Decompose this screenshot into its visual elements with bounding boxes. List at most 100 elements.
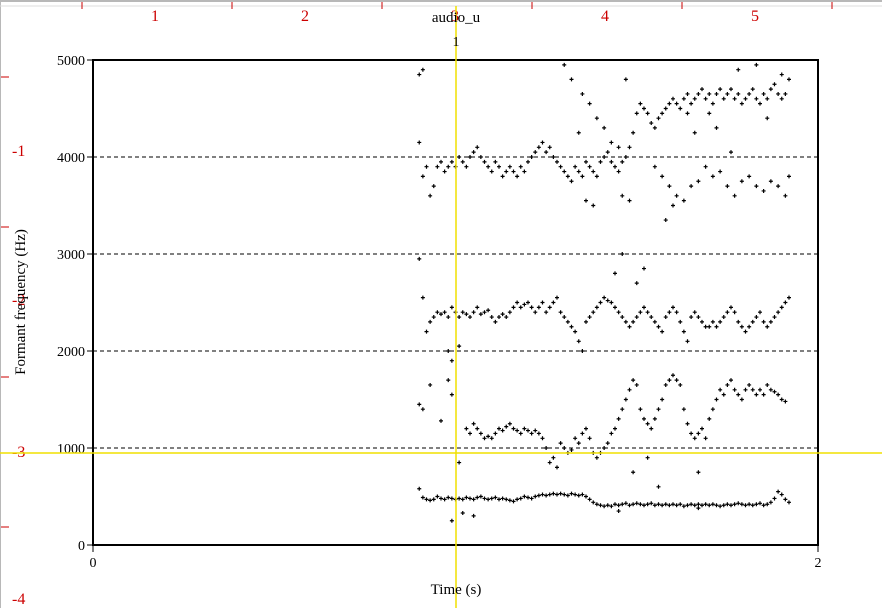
data-point — [696, 315, 701, 320]
data-point — [594, 502, 599, 507]
data-point — [529, 155, 534, 159]
data-point — [761, 319, 766, 324]
data-point — [562, 169, 567, 174]
data-point — [642, 266, 646, 271]
data-point — [555, 492, 559, 497]
data-point — [591, 203, 596, 208]
data-point — [555, 295, 559, 300]
data-point — [569, 491, 574, 496]
data-point — [729, 150, 733, 155]
data-point — [565, 493, 570, 498]
data-point — [504, 169, 509, 174]
data-point — [776, 91, 781, 96]
data-point — [518, 164, 523, 169]
top-ruler-label-5: 5 — [751, 8, 759, 25]
data-point — [623, 501, 628, 506]
data-point — [576, 169, 581, 174]
data-point — [540, 300, 545, 305]
data-point — [689, 101, 694, 106]
data-point — [729, 87, 733, 92]
data-point — [660, 397, 665, 402]
data-point — [768, 319, 773, 324]
data-point — [663, 106, 668, 111]
data-point — [511, 169, 516, 174]
y-tick-label-4000: 4000 — [57, 151, 85, 166]
data-point — [616, 509, 621, 514]
y-tick-label-3000: 3000 — [57, 248, 85, 263]
data-point — [493, 495, 498, 500]
data-point — [656, 484, 661, 489]
data-point — [638, 407, 643, 412]
data-point — [718, 169, 723, 174]
data-point — [482, 436, 487, 441]
data-point — [721, 503, 726, 508]
data-point — [449, 496, 454, 501]
data-point — [631, 502, 636, 507]
data-point — [547, 492, 552, 497]
data-point — [768, 87, 773, 92]
data-point — [645, 502, 650, 507]
data-point — [678, 382, 683, 387]
data-point — [435, 310, 440, 315]
data-point — [681, 198, 686, 203]
data-point — [489, 496, 494, 501]
data-point — [710, 101, 715, 106]
cursor-time-readout: 1 — [453, 35, 460, 50]
data-point — [652, 416, 657, 421]
data-point — [580, 91, 585, 96]
data-point — [772, 389, 777, 394]
data-point — [515, 497, 520, 502]
data-point — [584, 319, 588, 324]
data-point — [573, 164, 578, 169]
data-point — [707, 416, 712, 421]
data-point — [642, 416, 646, 421]
data-point — [471, 150, 476, 155]
data-point — [714, 503, 719, 508]
data-point — [671, 373, 675, 378]
data-point — [605, 298, 610, 303]
data-point — [591, 169, 596, 174]
data-point — [522, 494, 527, 499]
data-point — [460, 497, 465, 502]
data-point — [692, 310, 697, 315]
data-point — [696, 506, 701, 511]
data-point — [642, 305, 646, 310]
data-point — [613, 271, 617, 276]
data-point — [703, 324, 708, 329]
data-point — [431, 184, 436, 189]
data-point — [652, 125, 657, 130]
x-axis-label: Time (s) — [431, 582, 482, 598]
data-point — [689, 315, 694, 320]
data-point — [613, 502, 617, 507]
data-point — [660, 329, 665, 334]
data-point — [464, 312, 469, 317]
data-point — [569, 447, 574, 452]
data-point — [562, 492, 567, 497]
data-point — [714, 324, 719, 329]
data-point — [522, 426, 527, 431]
data-point — [750, 387, 755, 392]
data-point — [518, 496, 523, 501]
data-point — [613, 305, 617, 310]
data-point — [663, 315, 668, 320]
data-point — [598, 300, 603, 305]
data-point — [656, 116, 661, 121]
data-point — [544, 150, 549, 155]
data-point — [497, 315, 501, 320]
data-point — [493, 319, 498, 324]
data-point — [732, 310, 737, 315]
data-point — [482, 496, 487, 501]
data-point — [678, 106, 683, 111]
data-point — [765, 502, 770, 507]
data-point — [620, 315, 625, 320]
crosshair-cursor[interactable] — [0, 6, 882, 608]
data-point — [779, 492, 784, 497]
data-point — [507, 310, 512, 315]
data-point — [721, 96, 726, 101]
data-point — [718, 504, 723, 509]
data-point — [620, 502, 625, 507]
data-point — [667, 184, 672, 189]
data-point — [536, 145, 541, 150]
